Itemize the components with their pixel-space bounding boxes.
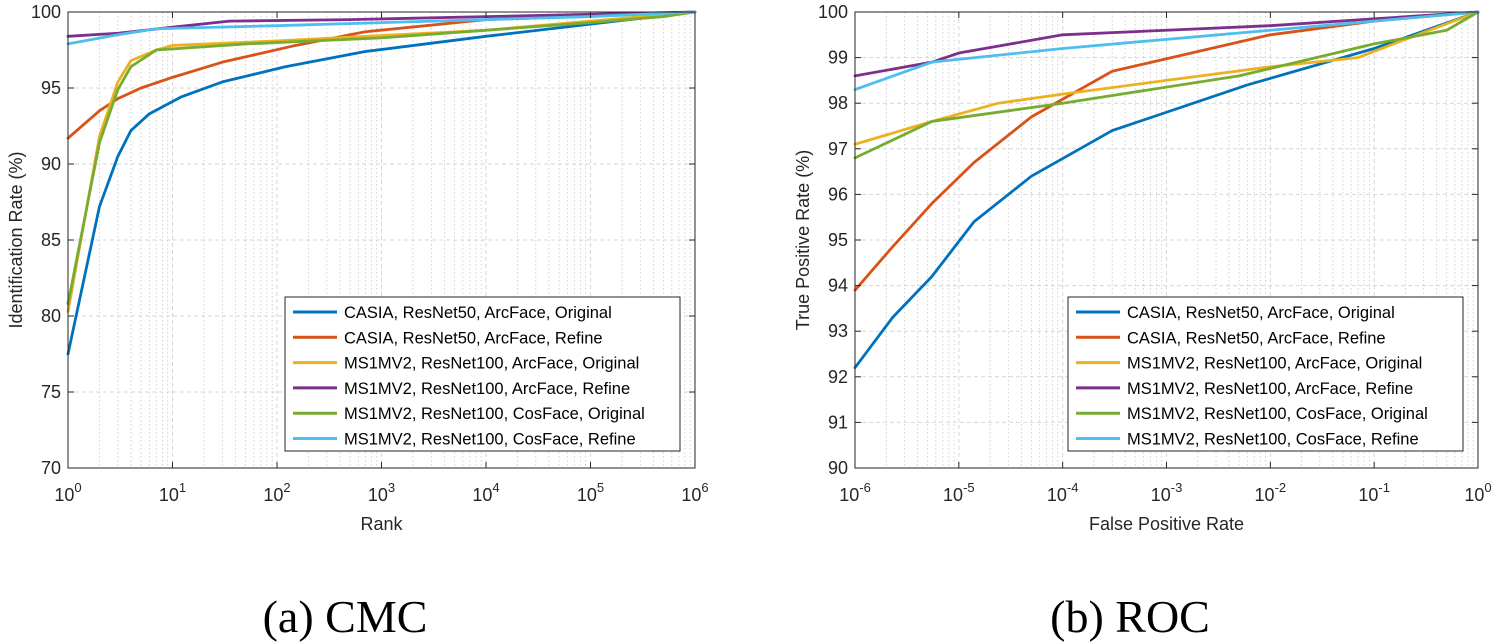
x-tick-label: 10-1	[1358, 480, 1390, 505]
series-line-2	[853, 10, 1480, 292]
roc-chart: 10-6 10-5 10-4 10-3 10-2 10-1 100 90 91 92 93 94 95 9…	[793, 2, 1492, 642]
legend-label-4: MS1MV2, ResNet100, ArcFace, Refine	[1127, 380, 1413, 398]
series-line-5	[66, 10, 697, 306]
y-tick-label: 90	[41, 154, 61, 174]
y-tick-label: 93	[828, 321, 848, 341]
y-tick-label: 85	[41, 230, 61, 250]
cmc-legend: CASIA, ResNet50, ArcFace, Original CASIA,…	[284, 296, 681, 452]
legend-label-6: MS1MV2, ResNet100, CosFace, Refine	[344, 431, 636, 449]
series-line-6	[853, 10, 1480, 91]
x-tick-label: 102	[263, 480, 290, 505]
x-axis-label: False Positive Rate	[1089, 514, 1244, 534]
y-tick-label: 95	[41, 78, 61, 98]
y-tick-label: 91	[828, 412, 848, 432]
x-tick-label: 10-2	[1255, 480, 1287, 505]
x-tick-label: 103	[368, 480, 395, 505]
x-tick-label: 106	[681, 480, 708, 505]
y-tick-label: 70	[41, 458, 61, 478]
series-line-1	[66, 10, 697, 356]
x-tick-label: 10-4	[1047, 480, 1079, 505]
y-axis-label: Identification Rate (%)	[6, 151, 26, 328]
series-line-4	[66, 10, 697, 38]
figure-caption: (a) CMC	[263, 591, 428, 642]
y-tick-label: 100	[31, 2, 61, 22]
y-tick-label: 97	[828, 139, 848, 159]
y-tick-label: 96	[828, 184, 848, 204]
legend-label-6: MS1MV2, ResNet100, CosFace, Refine	[1127, 431, 1419, 449]
x-tick-label: 10-5	[943, 480, 975, 505]
legend-label-1: CASIA, ResNet50, ArcFace, Original	[344, 304, 612, 322]
y-tick-label: 94	[828, 276, 848, 296]
y-tick-label: 80	[41, 306, 61, 326]
legend-label-2: CASIA, ResNet50, ArcFace, Refine	[344, 329, 603, 347]
x-tick-label: 100	[54, 480, 81, 505]
x-tick-label: 105	[577, 480, 604, 505]
series-line-5	[853, 10, 1480, 160]
series-line-3	[853, 10, 1480, 146]
legend-label-5: MS1MV2, ResNet100, CosFace, Original	[1127, 405, 1428, 423]
legend-label-2: CASIA, ResNet50, ArcFace, Refine	[1127, 329, 1386, 347]
x-tick-label: 101	[159, 480, 186, 505]
figure-caption: (b) ROC	[1050, 591, 1210, 642]
legend-label-1: CASIA, ResNet50, ArcFace, Original	[1127, 304, 1395, 322]
y-tick-label: 90	[828, 458, 848, 478]
x-tick-label: 10-3	[1151, 480, 1183, 505]
y-axis-label: True Positive Rate (%)	[793, 150, 813, 330]
y-tick-label: 75	[41, 382, 61, 402]
x-axis-label: Rank	[360, 514, 403, 534]
y-tick-label: 92	[828, 367, 848, 387]
x-tick-label: 104	[472, 480, 499, 505]
legend-box	[1067, 296, 1464, 452]
roc-legend: CASIA, ResNet50, ArcFace, Original CASIA,…	[1067, 296, 1464, 452]
cmc-chart: 100 101 102 103 104 105 106 70 75 80 85 90 95 100 Rank…	[6, 2, 709, 642]
y-tick-label: 99	[828, 48, 848, 68]
x-tick-label: 10-6	[839, 480, 871, 505]
legend-label-5: MS1MV2, ResNet100, CosFace, Original	[344, 405, 645, 423]
legend-box	[284, 296, 681, 452]
legend-label-3: MS1MV2, ResNet100, ArcFace, Original	[1127, 355, 1422, 373]
x-tick-label: 100	[1464, 480, 1491, 505]
series-line-2	[66, 10, 697, 140]
y-tick-label: 100	[818, 2, 848, 22]
legend-label-4: MS1MV2, ResNet100, ArcFace, Refine	[344, 380, 630, 398]
legend-label-3: MS1MV2, ResNet100, ArcFace, Original	[344, 355, 639, 373]
y-tick-label: 95	[828, 230, 848, 250]
y-tick-label: 98	[828, 93, 848, 113]
